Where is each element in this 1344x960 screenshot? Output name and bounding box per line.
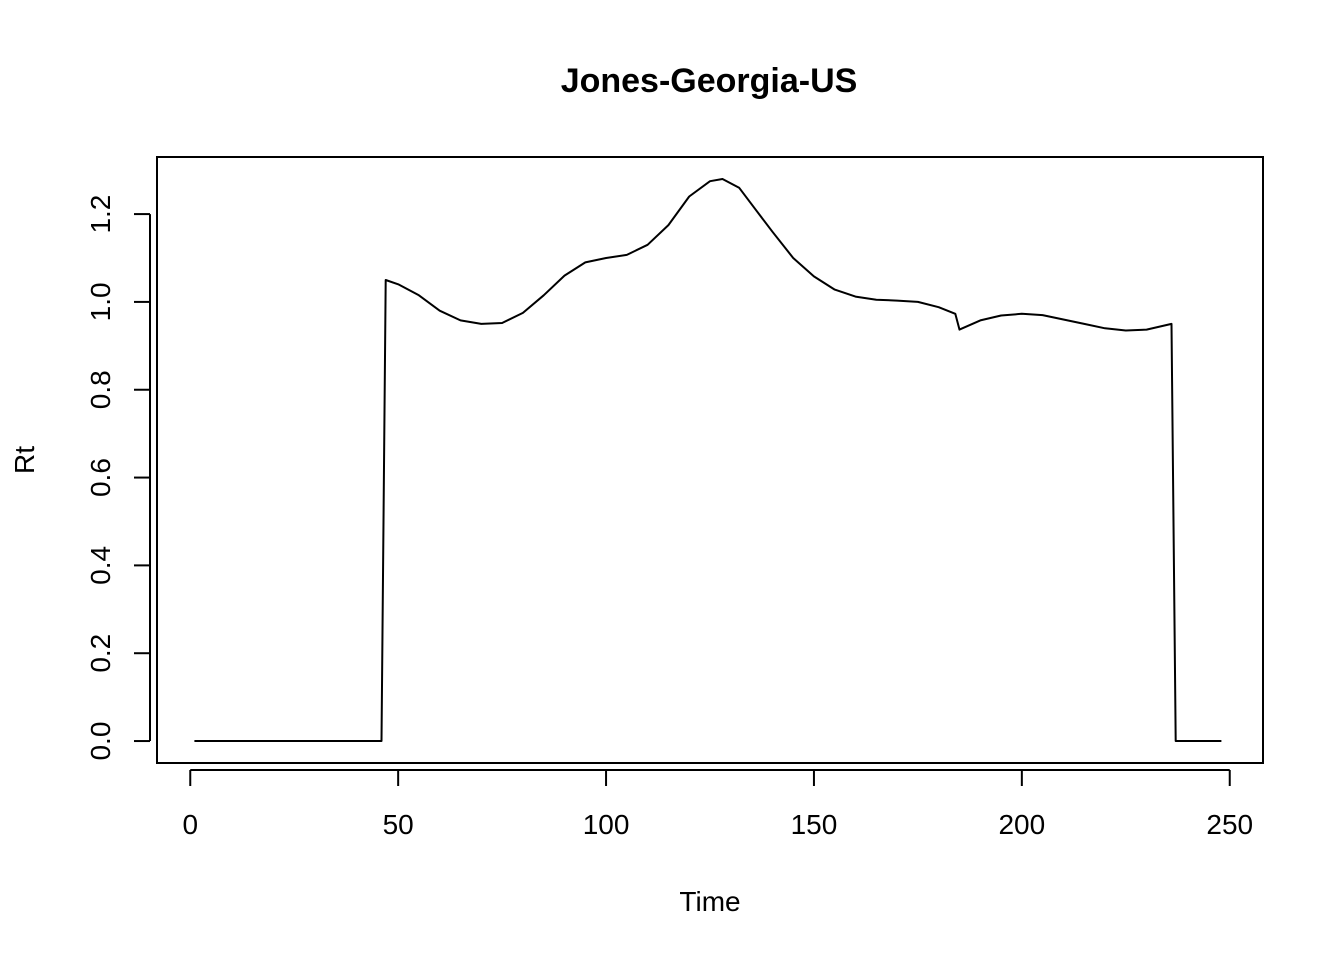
x-tick-label: 250 <box>1206 809 1253 840</box>
y-tick-label: 0.0 <box>85 722 116 761</box>
x-tick-label: 100 <box>583 809 630 840</box>
x-tick-label: 50 <box>383 809 414 840</box>
x-axis: 0 50 100 150 200 250 <box>182 769 1253 840</box>
x-axis-label: Time <box>679 886 740 917</box>
y-tick-label: 0.6 <box>85 458 116 497</box>
x-tick-label: 200 <box>998 809 1045 840</box>
y-tick-label: 0.8 <box>85 370 116 409</box>
x-tick-label: 0 <box>182 809 198 840</box>
chart-title: Jones-Georgia-US <box>561 62 858 100</box>
x-tick-label: 150 <box>791 809 838 840</box>
plot-frame <box>156 156 1264 764</box>
y-tick-label: 0.4 <box>85 546 116 585</box>
y-tick-label: 1.0 <box>85 282 116 321</box>
y-tick-label: 0.2 <box>85 634 116 673</box>
rt-series-line <box>194 178 1222 742</box>
y-axis: 0.0 0.2 0.4 0.6 0.8 1.0 1.2 <box>85 195 151 761</box>
y-axis-label: Rt <box>9 446 40 474</box>
y-tick-label: 1.2 <box>85 195 116 234</box>
series-layer <box>194 178 1222 742</box>
